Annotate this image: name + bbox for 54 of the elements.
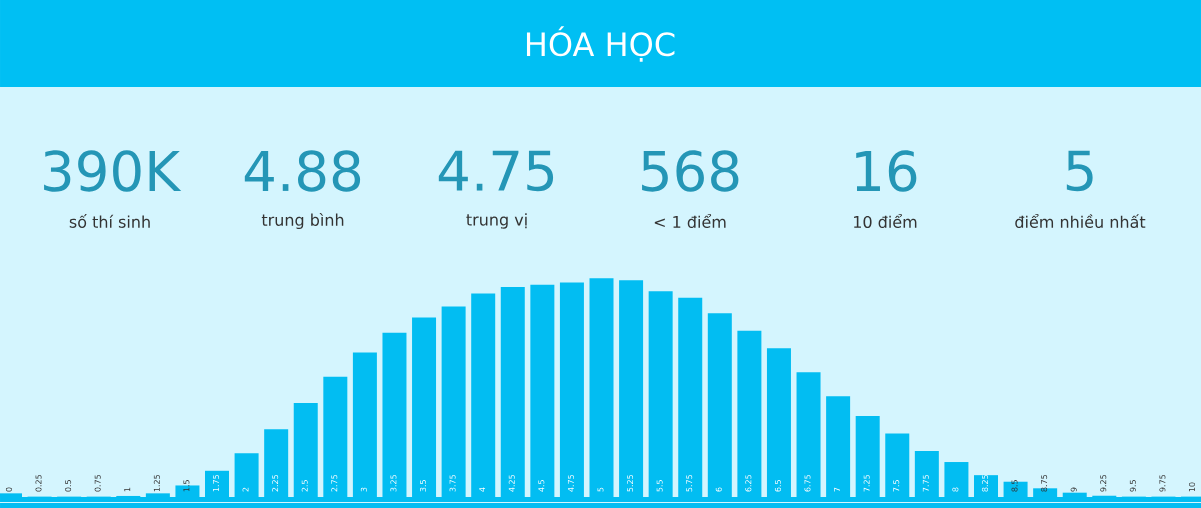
x-tick-label: 7.75 [922, 475, 929, 492]
x-tick-label: 2.25 [272, 475, 279, 492]
x-tick-label: 9 [1070, 487, 1077, 492]
x-tick-label: 8.25 [981, 475, 988, 492]
x-tick-label: 2.5 [301, 480, 308, 492]
x-tick-label: 9.5 [1129, 480, 1136, 492]
text: trung vị [466, 213, 527, 229]
text: số thí sinh [69, 214, 150, 228]
x-tick-label: 10 [1188, 482, 1195, 492]
x-tick-label: 5.5 [656, 480, 663, 492]
text: 10 điểm [854, 213, 917, 229]
x-tick-label: 3 [360, 487, 367, 492]
x-tick-label: 5 [597, 487, 604, 492]
x-tick-label: 7.25 [863, 475, 870, 492]
x-tick-label: 3.5 [419, 480, 427, 492]
text: 4.75 [438, 150, 554, 192]
text: HÓA HỌC [526, 26, 675, 62]
x-tick-label: 6.75 [804, 475, 811, 492]
x-tick-label: 1.5 [183, 480, 190, 492]
x-tick-label: 3.75 [449, 475, 456, 492]
text: trung bình [261, 212, 344, 230]
x-tick-label: 4.5 [538, 480, 545, 492]
text: 390K [44, 150, 182, 192]
x-tick-label: 9.75 [1159, 475, 1166, 492]
x-tick-label: 0.25 [35, 475, 42, 492]
x-tick-label: 0.5 [65, 480, 72, 492]
x-tick-label: 6.25 [745, 475, 752, 492]
x-tick-label: 1.25 [153, 475, 160, 492]
text: 16 [856, 150, 917, 192]
x-tick-label: 1.75 [213, 475, 219, 492]
x-tick-label: 2.75 [331, 475, 338, 492]
x-tick-label: 6.5 [774, 480, 781, 492]
x-tick-label: 2 [242, 487, 249, 492]
x-tick-label: 5.75 [686, 475, 693, 492]
x-tick-label: 5.25 [627, 475, 634, 492]
x-tick-label: 8.75 [1041, 475, 1048, 492]
x-tick-label: 0.75 [94, 475, 101, 492]
text: < 1 điểm [654, 213, 726, 229]
x-tick-label: 3.25 [390, 475, 397, 492]
x-tick-label: 4 [479, 487, 486, 492]
text: 568 [642, 150, 739, 192]
x-tick-label: 6 [715, 487, 722, 492]
x-tick-label: 1 [124, 487, 131, 492]
x-tick-label: 4.25 [508, 475, 515, 492]
x-tick-label: 8.5 [1011, 480, 1018, 492]
x-tick-label: 9.25 [1100, 475, 1107, 492]
x-tick-label: 7 [834, 487, 840, 492]
x-tick-label: 4.75 [567, 475, 574, 492]
text: điểm nhiều nhất [1015, 213, 1146, 229]
text: 4.88 [244, 150, 361, 192]
text: 5 [1066, 150, 1093, 192]
x-tick-label: 7.5 [893, 480, 900, 492]
x-tick-label: 8 [952, 487, 959, 492]
x-tick-label: 0 [5, 487, 12, 492]
